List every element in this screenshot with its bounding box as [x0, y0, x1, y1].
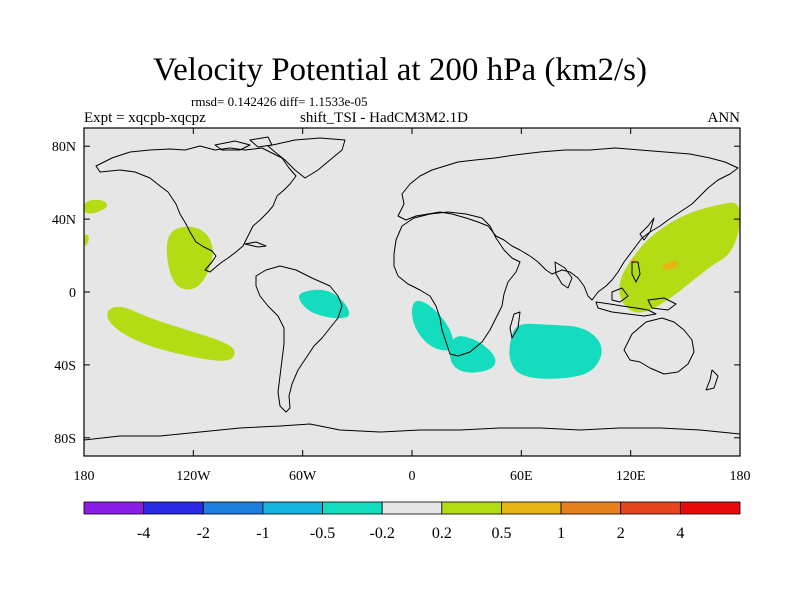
contour-regions	[84, 199, 740, 379]
coast-greenland	[267, 137, 346, 179]
y-axis: 80N 40N 0 40S 80S	[52, 140, 740, 447]
colorbar-label: -2	[197, 525, 210, 542]
colorbar-swatch	[381, 501, 443, 515]
colorbar: -4 -2 -1 -0.5 -0.2 0.2 0.5 1 2 4	[83, 501, 741, 542]
x-tick-label: 60E	[510, 469, 533, 484]
coast-madagascar	[509, 311, 521, 339]
coast-indonesia	[595, 301, 657, 317]
region-south-africa	[449, 336, 496, 373]
y-tick-label: 80N	[52, 140, 76, 155]
coast-australia	[623, 317, 695, 375]
colorbar-swatch	[83, 501, 145, 515]
x-tick-label: 120E	[616, 469, 646, 484]
region-south-pacific	[107, 306, 235, 361]
region-west-pacific	[619, 202, 740, 313]
region-west-pacific-core	[662, 260, 678, 270]
region-southwest-africa	[412, 300, 454, 351]
season-label: ANN	[707, 110, 741, 126]
colorbar-label: 1	[557, 525, 565, 542]
coast-new-zealand	[705, 369, 719, 391]
colorbar-label: 0.5	[491, 525, 511, 542]
coastlines	[84, 136, 740, 441]
coast-south-america	[255, 265, 343, 413]
coast-caribbean	[244, 241, 267, 248]
colorbar-swatch	[620, 501, 681, 515]
colorbar-swatch	[501, 501, 562, 515]
case-label: shift_TSI - HadCM3M2.1D	[300, 110, 468, 126]
colorbar-label: -0.2	[370, 525, 395, 542]
x-tick-label: 0	[409, 469, 416, 484]
colorbar-swatch	[143, 501, 204, 515]
colorbar-swatch	[322, 501, 383, 515]
colorbar-swatch	[679, 501, 741, 515]
region-north-pacific-east	[84, 199, 108, 214]
colorbar-swatch	[560, 501, 622, 515]
colorbar-swatch	[262, 501, 323, 515]
region-north-pacific-east-2	[84, 234, 89, 246]
region-central-pacific-north	[166, 226, 213, 290]
colorbar-swatch	[202, 501, 264, 515]
y-tick-label: 40S	[54, 359, 76, 374]
coast-antarctica	[84, 423, 740, 441]
coast-india	[554, 261, 573, 289]
region-amazon	[299, 289, 350, 319]
rmsd-stats: rmsd= 0.142426 diff= 1.1533e-05	[191, 94, 368, 109]
x-tick-label: 120W	[176, 469, 211, 484]
coast-africa	[393, 211, 521, 357]
x-axis: 180 120W 60W 0 60E 120E 180	[74, 128, 751, 484]
coast-japan	[639, 217, 655, 241]
colorbar-label: 0.2	[432, 525, 452, 542]
y-tick-label: 80S	[54, 432, 76, 447]
colorbar-label: -1	[256, 525, 269, 542]
colorbar-swatch	[441, 501, 502, 515]
x-tick-label: 60W	[289, 469, 317, 484]
colorbar-label: 2	[617, 525, 625, 542]
x-tick-label: 180	[74, 469, 95, 484]
coast-eurasia	[397, 147, 739, 301]
coast-north-america	[95, 145, 297, 273]
y-tick-label: 0	[69, 286, 76, 301]
region-south-indian-ocean	[509, 323, 602, 379]
coast-philippines	[631, 261, 641, 283]
colorbar-label: -0.5	[310, 525, 335, 542]
colorbar-label: -4	[137, 525, 150, 542]
y-tick-label: 40N	[52, 213, 76, 228]
x-tick-label: 180	[730, 469, 751, 484]
coast-arctic-islands	[214, 136, 273, 151]
chart-title: Velocity Potential at 200 hPa (km2/s)	[152, 52, 648, 88]
colorbar-label: 4	[676, 525, 684, 542]
coast-borneo	[611, 287, 677, 311]
experiment-label: Expt = xqcpb-xqcpz	[84, 110, 206, 126]
